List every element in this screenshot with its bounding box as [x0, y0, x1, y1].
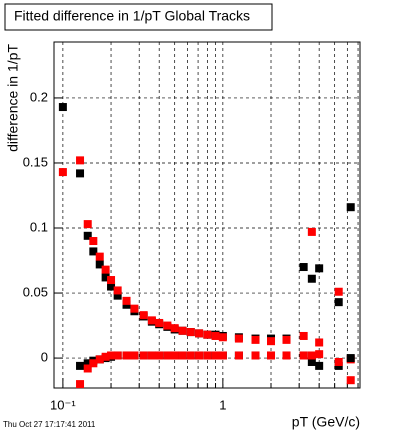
marker [58, 103, 67, 112]
y-tick-label: 0 [41, 350, 48, 365]
marker [163, 351, 172, 360]
marker [315, 338, 324, 347]
marker [83, 364, 92, 373]
marker [299, 263, 308, 272]
marker [101, 265, 110, 274]
marker [83, 359, 92, 368]
marker [95, 252, 104, 261]
marker [203, 351, 212, 360]
marker [170, 351, 179, 360]
marker [147, 316, 156, 325]
marker [307, 274, 316, 283]
marker [307, 357, 316, 366]
marker [76, 380, 85, 389]
marker [282, 335, 291, 344]
marker [186, 351, 195, 360]
marker [107, 276, 116, 285]
marker [234, 334, 243, 343]
marker [122, 351, 131, 360]
marker [251, 335, 260, 344]
marker [163, 321, 172, 330]
marker [89, 359, 98, 368]
marker [203, 330, 212, 339]
marker [101, 352, 110, 361]
marker [267, 337, 276, 346]
x-tick-label: 10⁻¹ [50, 397, 76, 412]
chart-title: Fitted difference in 1/pT Global Tracks [14, 8, 250, 24]
marker [234, 351, 243, 360]
marker [334, 298, 343, 307]
marker [58, 168, 67, 177]
marker [170, 324, 179, 333]
x-tick-label: 1 [219, 397, 226, 412]
marker [101, 273, 110, 282]
marker [113, 291, 122, 300]
marker [307, 227, 316, 236]
marker [89, 237, 98, 246]
marker [267, 351, 276, 360]
marker [76, 169, 85, 178]
marker [147, 351, 156, 360]
marker [218, 333, 227, 342]
marker [107, 351, 116, 360]
marker [195, 329, 204, 338]
marker [315, 264, 324, 273]
marker [178, 351, 187, 360]
marker [346, 376, 355, 385]
marker [83, 231, 92, 240]
marker [251, 351, 260, 360]
marker [334, 357, 343, 366]
marker [89, 247, 98, 256]
marker [218, 351, 227, 360]
marker [113, 286, 122, 295]
marker [282, 351, 291, 360]
x-axis-label: pT (GeV/c) [292, 414, 360, 430]
footer: Thu Oct 27 17:17:41 2011 [3, 420, 96, 429]
marker [186, 328, 195, 337]
marker [139, 351, 148, 360]
marker [113, 351, 122, 360]
marker [130, 304, 139, 313]
title-box [4, 3, 273, 31]
y-axis-label: difference in 1/pT [5, 44, 21, 152]
marker [334, 287, 343, 296]
marker [122, 296, 131, 305]
marker [211, 331, 220, 340]
marker [139, 311, 148, 320]
marker [76, 361, 85, 370]
y-tick-label: 0.1 [30, 219, 48, 234]
marker [155, 318, 164, 327]
marker [299, 331, 308, 340]
y-tick-label: 0.15 [23, 154, 48, 169]
marker [130, 351, 139, 360]
marker [195, 351, 204, 360]
marker [299, 351, 308, 360]
marker [95, 260, 104, 269]
marker [107, 282, 116, 291]
marker [155, 351, 164, 360]
y-tick-label: 0.2 [30, 89, 48, 104]
y-tick-label: 0.05 [23, 284, 48, 299]
marker [346, 203, 355, 212]
marker [315, 361, 324, 370]
marker [346, 354, 355, 363]
marker [95, 355, 104, 364]
marker [178, 326, 187, 335]
marker [83, 220, 92, 229]
marker [211, 351, 220, 360]
marker [76, 156, 85, 165]
marker [307, 351, 316, 360]
marker [315, 350, 324, 359]
